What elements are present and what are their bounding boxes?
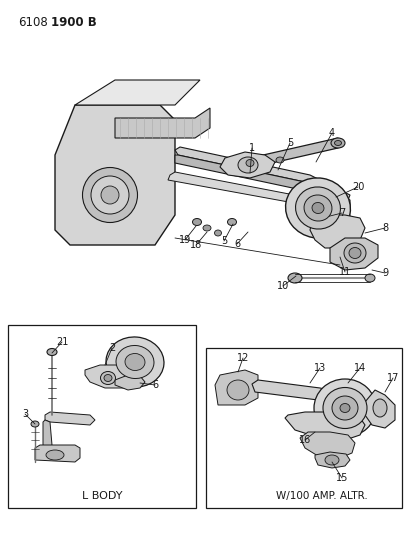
Polygon shape	[75, 80, 200, 105]
Text: 17: 17	[386, 373, 398, 383]
Text: 1900 B: 1900 B	[51, 16, 97, 29]
Bar	[205, 348, 401, 508]
Text: 6: 6	[234, 239, 240, 249]
Ellipse shape	[313, 379, 375, 437]
Polygon shape	[43, 420, 52, 448]
Text: 9: 9	[381, 268, 387, 278]
Ellipse shape	[104, 375, 112, 382]
Ellipse shape	[285, 178, 350, 238]
Ellipse shape	[364, 274, 374, 282]
Text: 7: 7	[338, 208, 344, 218]
Polygon shape	[329, 238, 377, 270]
Polygon shape	[168, 172, 349, 220]
Text: 12: 12	[236, 353, 249, 363]
Text: 11: 11	[338, 267, 350, 277]
Polygon shape	[45, 412, 95, 425]
Ellipse shape	[46, 450, 64, 460]
Text: 15: 15	[335, 473, 347, 483]
Polygon shape	[115, 108, 209, 138]
Ellipse shape	[275, 157, 283, 163]
Ellipse shape	[101, 186, 119, 204]
Ellipse shape	[348, 247, 360, 259]
Ellipse shape	[125, 353, 145, 370]
Polygon shape	[220, 152, 274, 178]
Text: 4: 4	[328, 128, 334, 138]
Polygon shape	[175, 155, 349, 210]
Polygon shape	[55, 105, 175, 245]
Text: 5: 5	[220, 236, 227, 246]
Polygon shape	[284, 412, 364, 440]
Text: 6108: 6108	[18, 16, 47, 29]
Text: 14: 14	[353, 363, 365, 373]
Polygon shape	[252, 380, 369, 410]
Ellipse shape	[237, 157, 257, 173]
Polygon shape	[309, 215, 364, 248]
Polygon shape	[291, 190, 349, 235]
Ellipse shape	[192, 219, 201, 225]
Ellipse shape	[116, 345, 154, 378]
Polygon shape	[299, 432, 354, 458]
Polygon shape	[35, 445, 80, 462]
Ellipse shape	[303, 195, 331, 221]
Text: W/100 AMP. ALTR.: W/100 AMP. ALTR.	[275, 491, 367, 501]
Ellipse shape	[82, 167, 137, 222]
Text: 16: 16	[298, 435, 310, 445]
Ellipse shape	[295, 187, 339, 229]
Ellipse shape	[339, 403, 349, 413]
Ellipse shape	[245, 159, 254, 166]
Polygon shape	[115, 375, 145, 390]
Ellipse shape	[100, 372, 115, 384]
Ellipse shape	[47, 349, 57, 356]
Text: 18: 18	[189, 240, 202, 250]
Text: 21: 21	[56, 337, 68, 347]
Ellipse shape	[334, 141, 341, 146]
Ellipse shape	[343, 243, 365, 263]
Ellipse shape	[287, 273, 301, 283]
Polygon shape	[85, 365, 135, 388]
Text: 1: 1	[248, 143, 254, 153]
Text: 2: 2	[109, 343, 115, 353]
Text: 13: 13	[313, 363, 325, 373]
Text: 5: 5	[286, 138, 292, 148]
Polygon shape	[314, 452, 349, 468]
Ellipse shape	[324, 455, 338, 465]
Ellipse shape	[311, 203, 323, 214]
Text: 3: 3	[22, 409, 28, 419]
Text: 19: 19	[178, 235, 191, 245]
Ellipse shape	[330, 138, 344, 148]
Text: 10: 10	[276, 281, 288, 291]
Ellipse shape	[91, 176, 129, 214]
Bar	[8, 325, 196, 508]
Ellipse shape	[372, 399, 386, 417]
Text: L BODY: L BODY	[81, 491, 122, 501]
Polygon shape	[247, 138, 339, 168]
Text: 6: 6	[152, 380, 158, 390]
Ellipse shape	[202, 225, 211, 231]
Ellipse shape	[227, 219, 236, 225]
Text: 20: 20	[351, 182, 363, 192]
Polygon shape	[175, 147, 349, 200]
Ellipse shape	[214, 230, 221, 236]
Ellipse shape	[31, 421, 39, 427]
Polygon shape	[214, 370, 257, 405]
Ellipse shape	[106, 337, 164, 387]
Polygon shape	[364, 390, 394, 428]
Ellipse shape	[331, 396, 357, 420]
Ellipse shape	[322, 387, 366, 429]
Ellipse shape	[227, 380, 248, 400]
Text: 8: 8	[381, 223, 387, 233]
